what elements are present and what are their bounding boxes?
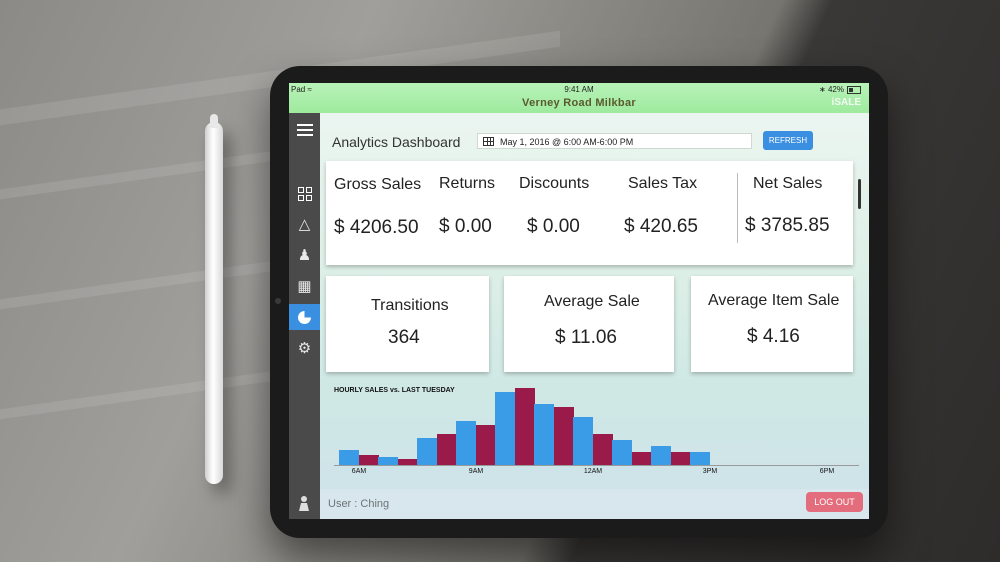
sidebar: △ ♟ ▦ ⚙ (289, 113, 320, 519)
store-name: Verney Road Milkbar (522, 97, 636, 109)
average-item-sale-card: Average Item Sale $ 4.16 (691, 276, 853, 372)
footer-bar: User : Ching LOG OUT (320, 489, 869, 519)
camera-dot (275, 298, 281, 304)
chart-bar (495, 391, 515, 465)
average-sale-label: Average Sale (544, 293, 640, 310)
transitions-label: Transitions (371, 297, 449, 314)
chart-bar (456, 420, 476, 465)
menu-button[interactable] (289, 117, 320, 143)
logout-button[interactable]: LOG OUT (806, 492, 863, 512)
chart-title: HOURLY SALES vs. LAST TUESDAY (334, 387, 455, 394)
battery-icon (847, 85, 861, 94)
x-tick-label: 6PM (819, 468, 835, 475)
chart-bar (651, 446, 671, 465)
brand-logo: iSALE (831, 97, 861, 108)
chart-bar (690, 452, 710, 465)
chart-bar (534, 404, 554, 465)
chart-bar (378, 456, 398, 465)
sidebar-item-dashboard[interactable] (289, 181, 320, 207)
x-tick-label: 3PM (702, 468, 718, 475)
chart-pie-icon (298, 310, 311, 324)
divider (737, 173, 738, 243)
chart-bar (417, 437, 437, 465)
net-sales-label: Net Sales (753, 175, 823, 192)
average-sale-value: $ 11.06 (555, 327, 617, 348)
person-icon: ♟ (297, 247, 312, 264)
average-item-sale-value: $ 4.16 (747, 326, 800, 347)
sales-tax-label: Sales Tax (628, 175, 698, 192)
chart-bar (554, 407, 574, 465)
average-sale-card: Average Sale $ 11.06 (504, 276, 674, 372)
chart-bar (515, 388, 535, 465)
grid-icon (297, 187, 312, 201)
chart-bar (671, 452, 691, 465)
discounts-label: Discounts (519, 175, 590, 192)
chart-bar (612, 439, 632, 465)
user-icon (299, 496, 309, 511)
average-item-sale-label: Average Item Sale (708, 292, 840, 309)
chart-baseline (334, 465, 859, 466)
tablet-device: Pad ≈ 9:41 AM ∗ 42% Verney Road Milkbar … (270, 66, 888, 538)
sidebar-item-customers[interactable]: ♟ (289, 242, 320, 268)
gross-sales-label: Gross Sales (334, 176, 422, 193)
date-range-value: May 1, 2016 @ 6:00 AM-6:00 PM (500, 137, 634, 147)
date-range-field[interactable]: May 1, 2016 @ 6:00 AM-6:00 PM (477, 133, 752, 149)
transitions-card: Transitions 364 (326, 276, 489, 372)
net-sales-value: $ 3785.85 (745, 215, 830, 236)
chart-bar (359, 454, 379, 465)
box-icon: ▦ (297, 278, 312, 295)
sidebar-item-analytics[interactable] (289, 304, 320, 330)
returns-label: Returns (439, 175, 496, 192)
sales-tax-value: $ 420.65 (624, 216, 698, 237)
chart-bar (632, 452, 652, 465)
chart-bar (437, 433, 457, 465)
chart-bar (593, 433, 613, 465)
sidebar-item-products[interactable]: △ (289, 211, 320, 237)
refresh-button[interactable]: REFRESH (763, 131, 813, 150)
menu-icon (296, 124, 313, 136)
app-screen: Pad ≈ 9:41 AM ∗ 42% Verney Road Milkbar … (289, 83, 869, 519)
clock: 9:41 AM (564, 85, 594, 94)
battery-status: ∗ 42% (819, 85, 861, 94)
page-title: Analytics Dashboard (332, 134, 461, 150)
stylus-pencil (205, 114, 223, 484)
chart-bar (476, 425, 496, 465)
sidebar-item-inventory[interactable]: ▦ (289, 273, 320, 299)
device-label: Pad ≈ (291, 85, 312, 94)
chart-bar (339, 450, 359, 465)
sidebar-item-settings[interactable]: ⚙ (289, 335, 320, 361)
x-tick-label: 9AM (468, 468, 484, 475)
calendar-icon (483, 137, 494, 146)
x-tick-label: 6AM (351, 468, 367, 475)
chart-bar (573, 416, 593, 465)
summary-card: Gross Sales $ 4206.50 Returns $ 0.00 Dis… (326, 161, 853, 265)
x-tick-label: 12AM (583, 468, 603, 475)
gross-sales-value: $ 4206.50 (334, 217, 419, 238)
status-bar: Pad ≈ 9:41 AM ∗ 42% Verney Road Milkbar … (289, 83, 869, 113)
discounts-value: $ 0.00 (527, 216, 580, 237)
gear-icon: ⚙ (297, 340, 312, 357)
returns-value: $ 0.00 (439, 216, 492, 237)
chart-bar (398, 458, 418, 465)
scrollbar[interactable] (858, 179, 861, 209)
user-label: User : Ching (328, 498, 390, 510)
transitions-value: 364 (388, 327, 420, 348)
bluetooth-icon: ∗ (819, 85, 826, 94)
bag-icon: △ (298, 216, 311, 233)
wifi-icon: ≈ (307, 85, 312, 94)
